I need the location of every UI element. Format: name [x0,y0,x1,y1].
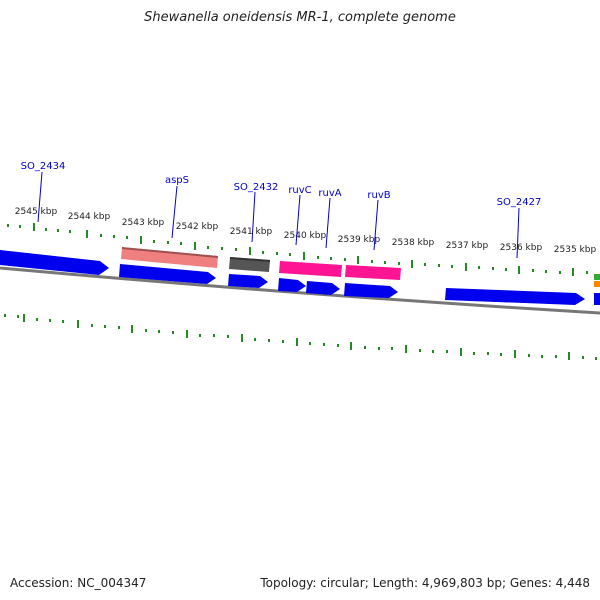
tick-label: 2544 kbp [68,212,111,222]
topology-value: circular [320,576,365,590]
genes-value: 4,448 [555,576,590,590]
length-value: 4,969,803 bp [421,576,502,590]
gene-label-SO_2432[interactable]: SO_2432 [234,182,279,193]
map-title: Shewanella oneidensis MR-1, complete gen… [144,10,456,25]
genome-stats: Topology: circular; Length: 4,969,803 bp… [260,576,590,590]
tick-label: 2537 kbp [446,241,489,251]
gene-label-aspS[interactable]: aspS [165,175,189,186]
ruvB-feature[interactable] [345,265,401,280]
cds-track [0,250,600,305]
gene-label-ruvB[interactable]: ruvB [367,190,390,201]
misc-feature-green[interactable] [594,274,600,280]
tick-label: 2539 kbp [338,235,381,245]
gene-label-ruvA[interactable]: ruvA [318,188,341,199]
inner-tick-ring [4,314,597,360]
tick-label: 2541 kbp [230,227,273,237]
topology-label: Topology: [260,576,317,590]
cds-arrow[interactable] [278,278,306,292]
cds-arrow[interactable] [228,274,268,288]
feature-track-outer [121,247,600,287]
gene-label-SO_2434[interactable]: SO_2434 [21,161,66,172]
tick-label: 2543 kbp [122,218,165,228]
accession-info: Accession: NC_004347 [10,576,146,590]
gene-label-ruvC[interactable]: ruvC [288,185,311,196]
aspS-feature[interactable] [121,247,218,268]
cds-arrow[interactable] [119,264,216,284]
cds-arrow[interactable] [594,293,600,305]
tick-label: 2536 kbp [500,243,543,253]
tick-label: 2538 kbp [392,238,435,248]
length-label: Length: [372,576,419,590]
tick-label: 2540 kbp [284,231,327,241]
tick-label: 2545 kbp [15,207,58,217]
tick-label: 2535 kbp [554,245,597,255]
ruvC-ruvA-feature[interactable] [279,261,342,277]
tick-label: 2542 kbp [176,222,219,232]
outer-tick-ring [7,223,588,276]
genes-label: Genes: [509,576,552,590]
cds-arrow[interactable] [306,281,340,295]
misc-feature-orange[interactable] [594,281,600,287]
accession-value: NC_004347 [77,576,147,590]
gene-label-SO_2427[interactable]: SO_2427 [497,197,542,208]
cds-arrow[interactable] [344,283,398,298]
cds-arrow[interactable] [0,250,109,275]
accession-label: Accession: [10,576,74,590]
genome-backbone [0,266,600,315]
cds-arrow[interactable] [445,288,585,305]
label-leaders [37,171,520,259]
